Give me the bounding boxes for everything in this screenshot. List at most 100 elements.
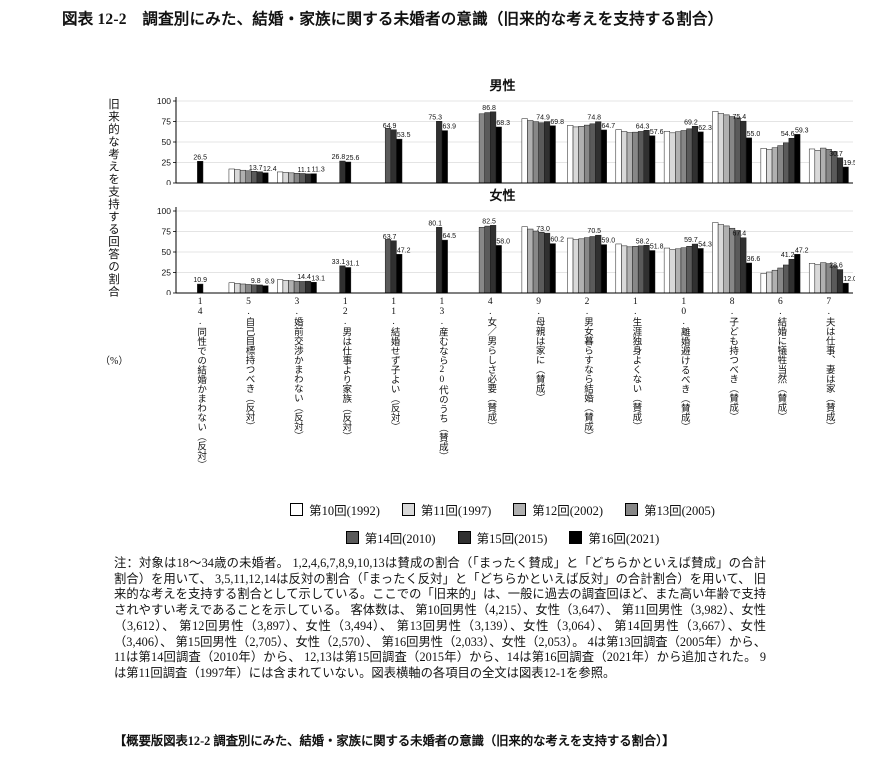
legend-swatch [290,503,304,516]
value-label: 41.2 [781,252,795,259]
bar [339,265,346,294]
x-axis-category-labels: 14.同性での結婚かまわない（反対） 5.自己目標持つべき（反対） 3.婚前交渉かま… [150,295,855,481]
bar [649,250,656,294]
value-label: 13.1 [311,275,325,282]
bar [820,262,827,294]
bar [675,131,682,184]
bar [766,271,773,294]
bar [643,245,650,294]
bar [686,128,693,184]
value-label: 51.8 [650,244,664,251]
bar [814,150,821,184]
bar [484,225,491,294]
bar [339,160,346,184]
bar [495,245,502,294]
bar [521,118,528,184]
bar [256,171,263,184]
bar [544,232,551,294]
bar [621,245,628,294]
bar [632,246,639,294]
value-label: 62.3 [698,125,712,132]
x-axis-label: 13.産むなら20代のうち（賛成） [436,297,447,461]
bar [384,128,392,184]
x-axis-label: 2.男女暮らすなら結婚（賛成） [582,297,592,441]
value-label: 63.9 [442,124,456,131]
value-label: 80.1 [428,220,442,227]
bar [675,248,682,294]
legend-item: 第11回(1997) [401,500,492,519]
chart-region: 男性 0 25 50 75 100 26.5 13.7 12.4 11.1 11.3 26.8 25.… [150,75,855,481]
y-tick-label: 50 [162,137,172,147]
bar [717,224,724,294]
legend-swatch [401,503,415,516]
value-label: 60.2 [550,237,564,244]
y-tick-label: 0 [166,178,171,185]
bar [484,112,491,184]
bar [572,239,579,294]
x-axis-label: 6.結婚に犠牲当然（賛成） [775,297,786,422]
value-label: 8.9 [265,279,275,286]
value-label: 57.6 [650,129,664,136]
bar [783,142,790,184]
bar [712,111,719,184]
bar [697,248,704,294]
chart-legend: 第10回(1992) 第11回(1997) 第12回(2002) 第13回(2005)… [150,500,855,547]
bar [234,169,241,184]
bar [632,131,639,184]
bar [760,273,767,294]
bar [595,234,602,294]
bar [771,269,778,294]
bar [277,171,284,184]
legend-item: 第16回(2021) [569,528,659,547]
legend-label: 第10回(1992) [309,504,380,518]
legend-swatch [513,503,527,516]
y-tick-label: 50 [162,247,172,257]
bar [262,172,269,184]
bar [228,282,235,294]
figure-title: 図表 12-2 調査別にみた、結婚・家族に関する未婚者の意識（旧来的な考えを支持… [62,11,724,28]
legend-swatch [457,531,471,544]
bar [567,125,574,184]
bar [788,137,795,184]
bar [842,282,849,294]
bar [788,258,795,294]
bar [717,113,724,184]
bar [771,147,778,184]
bar [256,284,263,294]
bar [740,237,747,294]
value-label: 12.0 [843,276,855,283]
y-tick-label: 25 [162,267,172,277]
bar [836,269,844,294]
bar [766,149,773,184]
legend-label: 第11回(1997) [420,504,492,518]
bar [538,231,545,294]
bar [251,284,258,294]
bar [615,129,622,184]
bar [649,135,656,184]
bar [345,161,352,184]
bar [538,122,545,184]
bar [282,172,289,184]
bar [197,283,204,294]
x-axis-label: 12.男は仕事より家族（反対） [340,297,351,441]
y-tick-label: 25 [162,157,172,167]
value-label: 33.1 [332,259,346,266]
bar [583,237,591,294]
bar [729,227,736,294]
value-label: 36.6 [747,256,761,263]
legend-label: 第13回(2005) [644,504,715,518]
bar [345,267,352,294]
bar [441,130,448,184]
bar [637,245,645,294]
bar [299,173,306,184]
y-axis-unit: （%） [100,356,129,367]
bar [478,113,485,184]
value-label: 53.5 [397,132,411,139]
bar [615,243,622,294]
value-label: 59.0 [602,238,616,245]
bar [729,116,736,184]
figure-footer-caption: 【概要版図表12-2 調査別にみた、結婚・家族に関する未婚者の意識（旧来的な考え… [114,734,675,748]
bar [228,168,235,184]
footnote-text: 注：対象は18～34歳の未婚者。 1,2,4,6,7,8,9,10,13は賛成の… [114,556,766,681]
bar [478,226,485,294]
